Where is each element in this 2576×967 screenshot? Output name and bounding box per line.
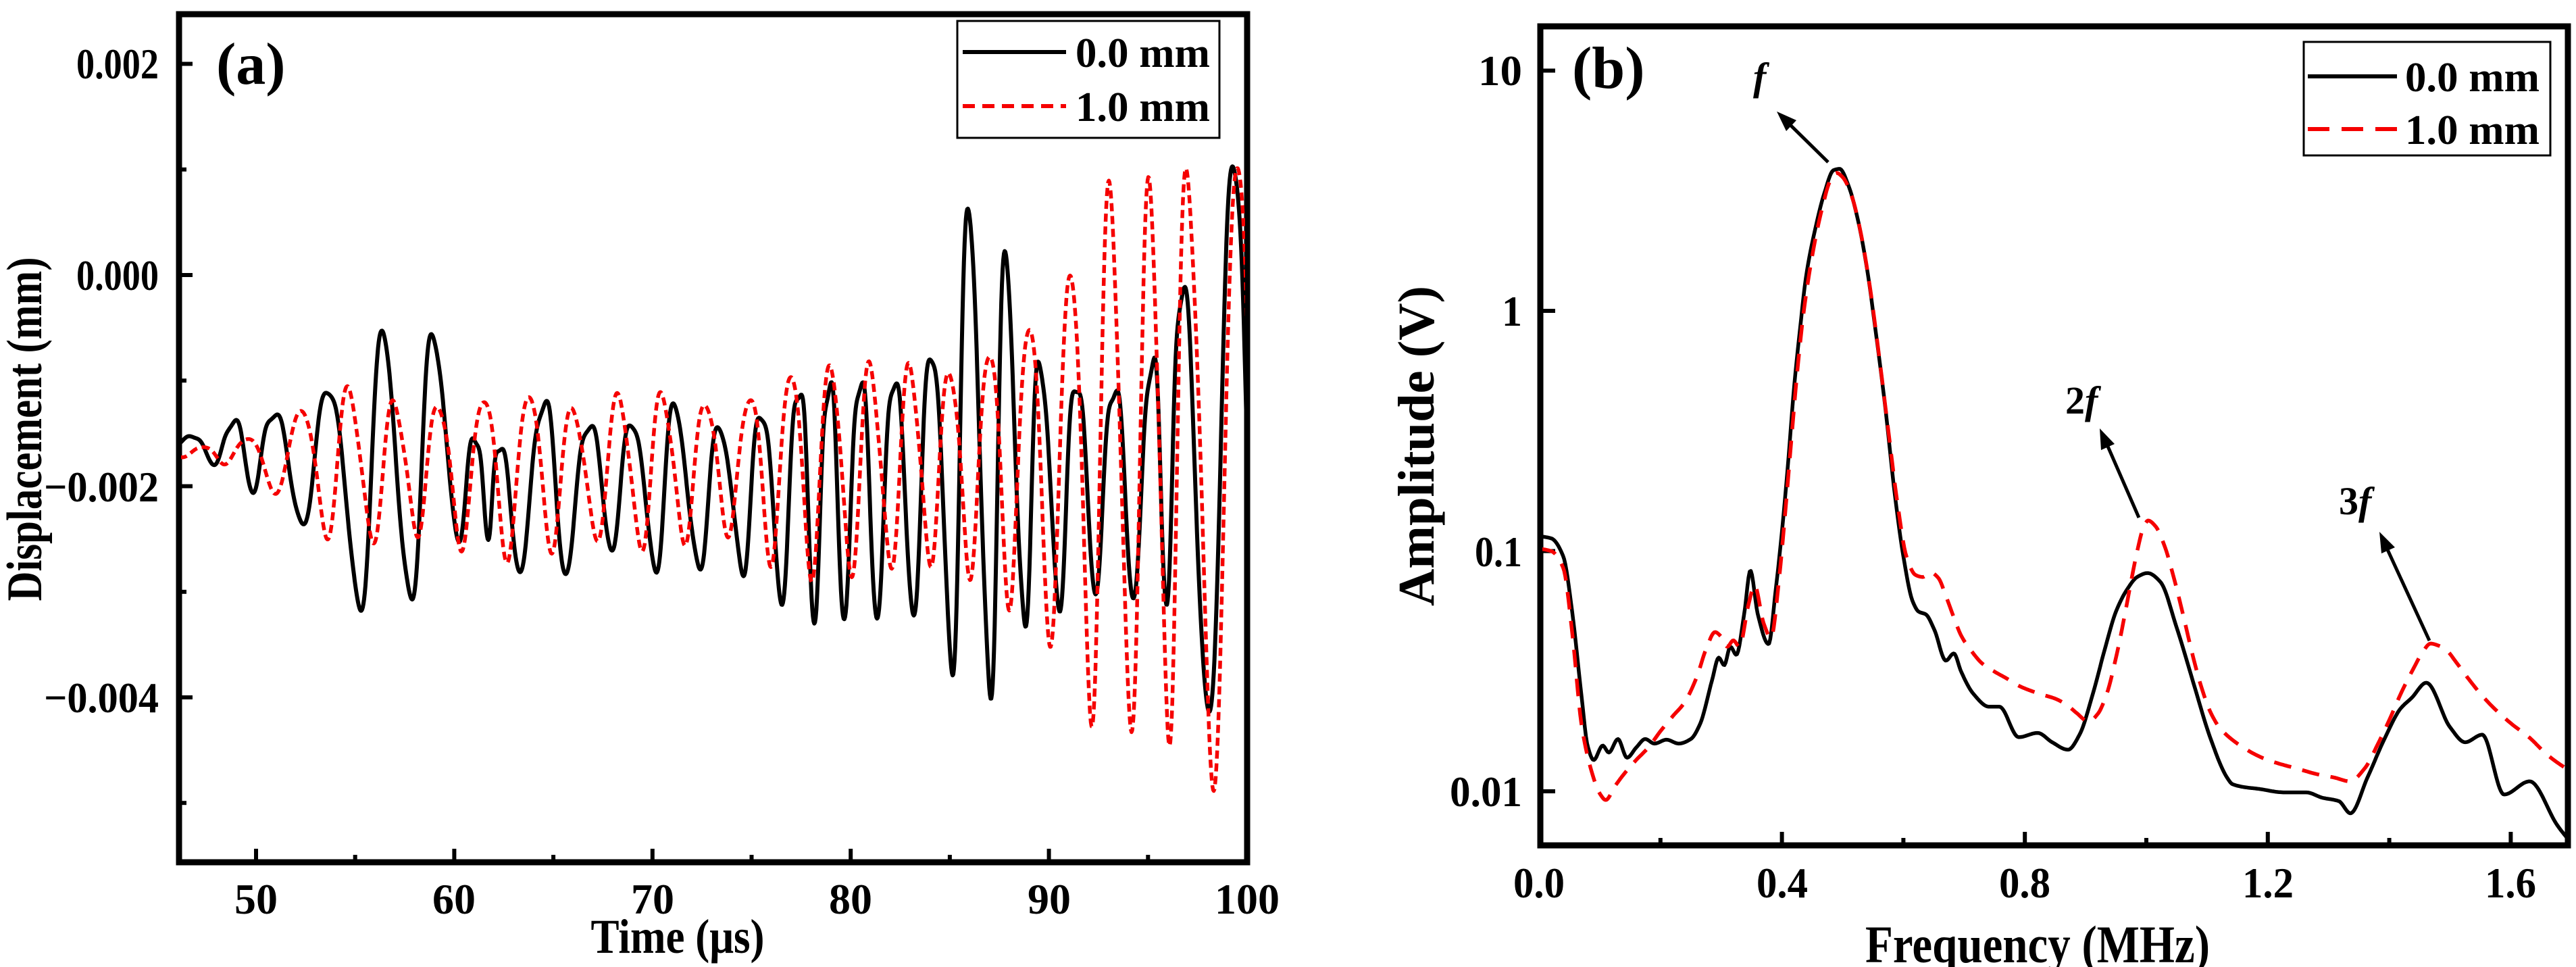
svg-text:70: 70 [631,875,674,923]
svg-text:0.0 mm: 0.0 mm [1076,30,1210,76]
svg-text:Displacement (mm): Displacement (mm) [0,257,53,601]
svg-text:0.0 mm: 0.0 mm [2405,55,2540,101]
svg-text:0.8: 0.8 [1999,859,2050,907]
svg-text:(b): (b) [1572,36,1645,101]
svg-text:Amplitude (V): Amplitude (V) [1388,286,1445,606]
svg-text:1.2: 1.2 [2242,859,2294,907]
svg-text:0.0: 0.0 [1513,859,1565,907]
svg-text:100: 100 [1215,875,1280,923]
svg-text:50: 50 [234,875,278,923]
svg-text:Frequency (MHz): Frequency (MHz) [1865,915,2210,967]
svg-text:−0.002: −0.002 [44,463,159,511]
svg-text:90: 90 [1028,875,1071,923]
svg-text:1.6: 1.6 [2485,859,2536,907]
svg-text:−0.004: −0.004 [44,674,159,722]
svg-text:0.01: 0.01 [1450,768,1522,816]
svg-text:1: 1 [1502,287,1522,335]
svg-text:0.002: 0.002 [76,40,159,88]
svg-text:3f: 3f [2339,479,2375,523]
svg-text:60: 60 [432,875,476,923]
svg-text:0.000: 0.000 [76,251,159,299]
svg-text:80: 80 [829,875,872,923]
svg-text:1.0 mm: 1.0 mm [2405,107,2540,153]
svg-text:0.4: 0.4 [1757,859,1808,907]
svg-text:2f: 2f [2065,378,2102,422]
svg-text:0.1: 0.1 [1475,528,1522,576]
svg-text:1.0 mm: 1.0 mm [1076,84,1210,130]
svg-text:(a): (a) [216,32,286,97]
svg-text:10: 10 [1478,47,1522,95]
svg-text:Time (μs): Time (μs) [591,910,765,964]
